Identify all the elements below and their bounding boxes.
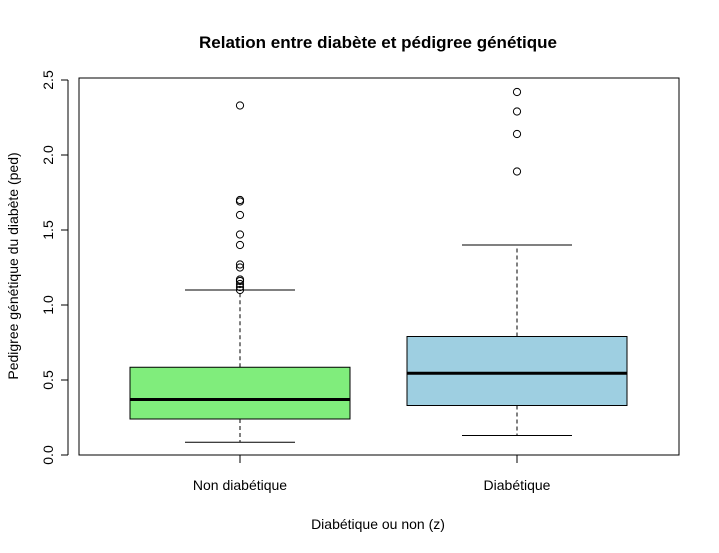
outlier-point xyxy=(235,210,245,220)
outlier-point xyxy=(235,263,245,272)
outlier-point xyxy=(512,129,522,139)
iqr-box xyxy=(129,366,351,420)
y-axis-ticks: 0.0 0.5 1.0 1.5 2.0 2.5 xyxy=(40,70,68,465)
box-1 xyxy=(129,101,351,443)
y-tick-label: 0.0 xyxy=(40,445,56,465)
outlier-point xyxy=(235,279,245,289)
outlier-point xyxy=(235,230,245,239)
outlier-point xyxy=(512,167,522,176)
outlier-point xyxy=(235,275,245,284)
plot-frame xyxy=(78,77,680,456)
x-axis-label: Diabétique ou non (z) xyxy=(311,516,445,532)
y-tick-label: 0.5 xyxy=(40,370,56,390)
outlier-point xyxy=(235,240,245,250)
iqr-box xyxy=(406,336,628,406)
x-axis-ticks: Non diabétique Diabétique xyxy=(193,455,551,493)
outlier-point xyxy=(235,260,245,269)
y-axis-label: Pedigree génétique du diabète (ped) xyxy=(5,152,21,379)
outlier-point xyxy=(235,195,245,205)
y-tick-label: 2.0 xyxy=(40,145,56,165)
outlier-point xyxy=(512,87,522,97)
chart-title: Relation entre diabète et pédigree génét… xyxy=(199,33,557,52)
x-tick-label: Non diabétique xyxy=(193,477,287,493)
outlier-point xyxy=(235,101,245,110)
y-tick-label: 1.0 xyxy=(40,295,56,315)
y-tick-label: 1.5 xyxy=(40,220,56,240)
boxes xyxy=(129,87,628,443)
y-tick-label: 2.5 xyxy=(40,70,56,90)
x-tick-label: Diabétique xyxy=(484,477,551,493)
box-2 xyxy=(406,87,628,436)
outlier-point xyxy=(512,107,522,116)
outlier-point xyxy=(235,285,245,295)
